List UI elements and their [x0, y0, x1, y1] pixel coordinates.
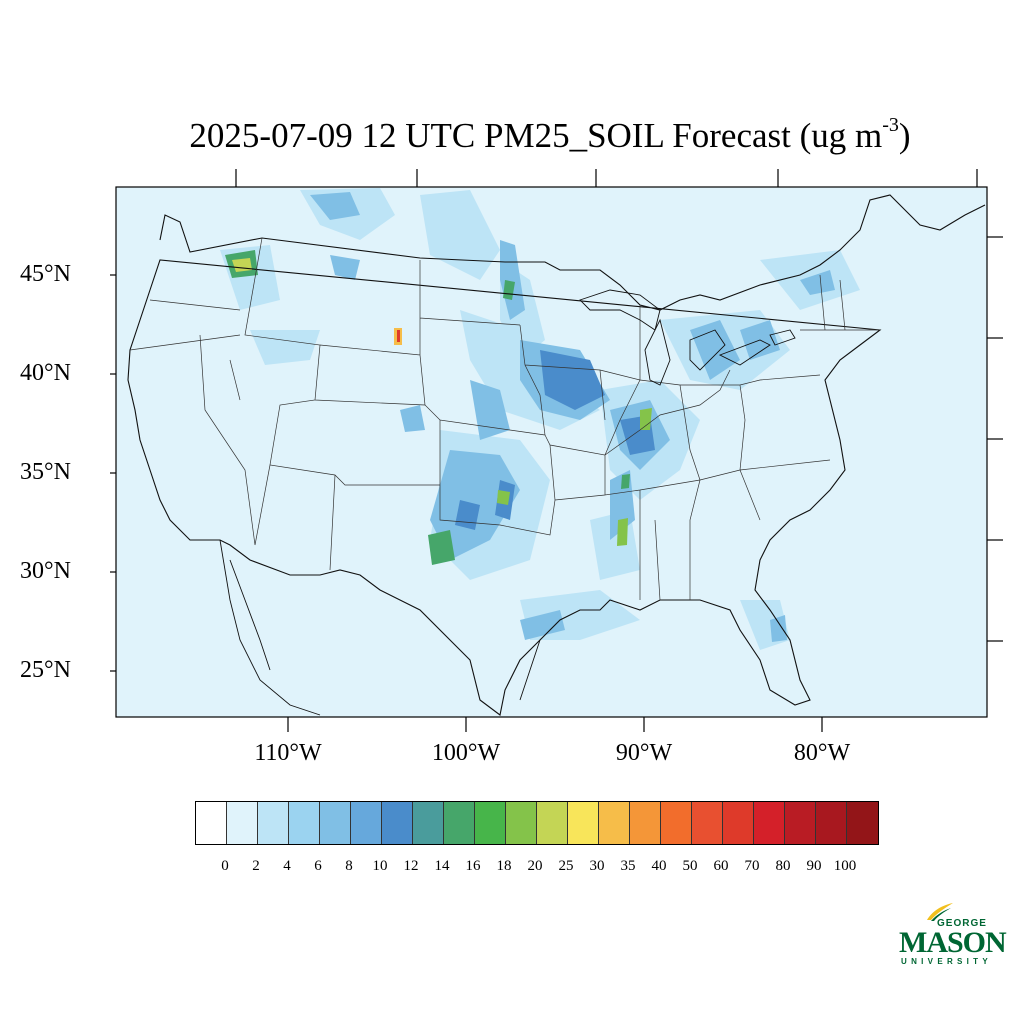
colorbar-label: 80 — [775, 858, 791, 874]
colorbar-cell — [785, 802, 816, 844]
colorbar-label: 35 — [620, 858, 636, 874]
gmu-logo: GEORGE MASON UNIVERSITY — [895, 898, 1007, 970]
colorbar-label: 50 — [682, 858, 698, 874]
colorbar-cell — [754, 802, 785, 844]
colorbar-label: 6 — [314, 858, 322, 874]
us-outline — [127, 194, 986, 716]
colorbar-cell — [630, 802, 661, 844]
lon-label-110w: 110°W — [254, 740, 322, 766]
very-high-concentration-patches — [225, 250, 652, 565]
colorbar-cell — [661, 802, 692, 844]
map-frame — [115, 186, 988, 718]
colorbar-label: 60 — [713, 858, 729, 874]
colorbar-label: 30 — [589, 858, 605, 874]
lon-label-100w: 100°W — [431, 740, 501, 766]
colorbar-cell — [444, 802, 475, 844]
title-text: 2025-07-09 12 UTC PM25_SOIL Forecast (ug… — [189, 116, 883, 155]
boundaries — [127, 194, 986, 716]
colorbar-cell — [816, 802, 847, 844]
title-close: ) — [898, 116, 911, 155]
colorbar-label: 8 — [345, 858, 353, 874]
colorbar-cell — [506, 802, 537, 844]
colorbar-cell — [258, 802, 289, 844]
colorbar-cell — [196, 802, 227, 844]
lat-label-45: 45°N — [20, 261, 71, 287]
colorbar-label: 25 — [558, 858, 574, 874]
lat-label-25: 25°N — [20, 657, 71, 683]
colorbar-cell — [382, 802, 413, 844]
concentration-field — [220, 188, 860, 650]
title-superscript: -3 — [882, 114, 899, 136]
colorbar-label: 100 — [833, 858, 857, 874]
lat-label-30: 30°N — [20, 558, 71, 584]
map-title: 2025-07-09 12 UTC PM25_SOIL Forecast (ug… — [0, 114, 1024, 156]
colorbar-cell — [692, 802, 723, 844]
colorbar-cell — [847, 802, 878, 844]
lat-label-40: 40°N — [20, 360, 71, 386]
colorbar-label: 20 — [527, 858, 543, 874]
colorbar-label: 12 — [403, 858, 419, 874]
colorbar — [195, 801, 879, 845]
mexico-border — [219, 539, 541, 716]
colorbar-label: 90 — [806, 858, 822, 874]
colorbar-label: 70 — [744, 858, 760, 874]
colorbar-cell — [723, 802, 754, 844]
colorbar-cell — [599, 802, 630, 844]
colorbar-cell — [289, 802, 320, 844]
colorbar-cell — [227, 802, 258, 844]
leaf-swoosh-icon — [927, 903, 953, 921]
colorbar-cell — [320, 802, 351, 844]
colorbar-label: 0 — [221, 858, 229, 874]
state-lines — [129, 237, 880, 601]
logo-mason-text: MASON — [899, 926, 1007, 959]
colorbar-cell — [351, 802, 382, 844]
colorbar-label: 2 — [252, 858, 260, 874]
lon-label-80w: 80°W — [793, 740, 851, 766]
colorbar-label: 40 — [651, 858, 667, 874]
colorbar-cell — [537, 802, 568, 844]
logo-george-text: GEORGE — [937, 918, 987, 929]
axis-ticks — [110, 169, 1003, 732]
colorbar-label: 4 — [283, 858, 291, 874]
great-lakes — [579, 289, 796, 386]
lat-label-35: 35°N — [20, 459, 71, 485]
high-concentration-patches — [455, 350, 655, 530]
logo-university-text: UNIVERSITY — [901, 957, 993, 966]
colorbar-cell — [413, 802, 444, 844]
colorbar-label: 18 — [496, 858, 512, 874]
colorbar-label: 16 — [465, 858, 481, 874]
colorbar-label: 14 — [434, 858, 450, 874]
colorbar-cell — [568, 802, 599, 844]
colorbar-cell — [475, 802, 506, 844]
lon-label-90w: 90°W — [615, 740, 673, 766]
colorbar-label: 10 — [372, 858, 388, 874]
